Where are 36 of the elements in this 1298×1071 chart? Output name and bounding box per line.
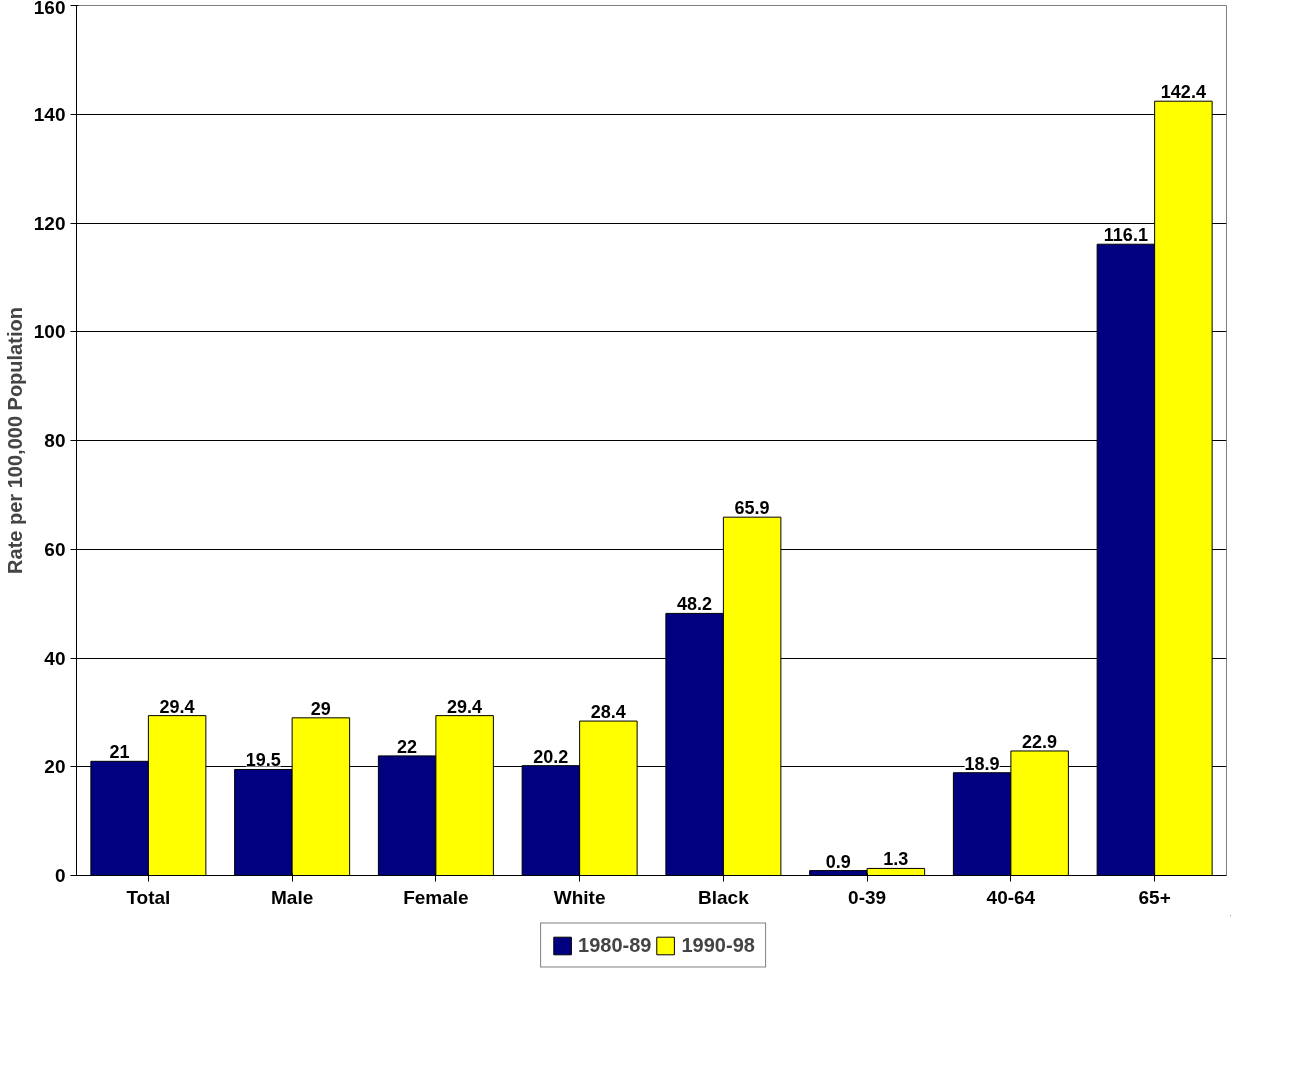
data-label: 18.9: [964, 753, 1000, 774]
data-label: 0.9: [825, 851, 851, 872]
y-tick-label: 100: [33, 321, 66, 343]
y-tick-label: 40: [44, 647, 66, 669]
data-label: 28.4: [590, 702, 626, 723]
y-tick-label: 20: [44, 756, 66, 778]
x-tick-label: Female: [403, 886, 469, 908]
x-tick-label: White: [553, 886, 606, 908]
legend-label: 1980-89: [578, 933, 652, 957]
legend-label: 1990-98: [681, 933, 755, 957]
x-tick-label: Total: [126, 886, 171, 908]
data-label: 29.4: [159, 696, 195, 717]
y-tick-label: 80: [44, 430, 66, 451]
data-label: 22.9: [1022, 731, 1058, 752]
data-label: 21: [109, 742, 130, 763]
y-tick-label: 160: [33, 0, 66, 18]
x-tick-label: 0-39: [848, 886, 887, 908]
data-label: 20.2: [533, 746, 569, 767]
data-label: 142.4: [1160, 82, 1206, 103]
data-label: 19.5: [245, 750, 281, 771]
data-label: 29.4: [447, 696, 483, 717]
x-tick-label: 40-64: [986, 886, 1036, 908]
data-label: 116.1: [1103, 225, 1148, 246]
data-label: 29: [310, 698, 331, 719]
data-label: 22: [397, 736, 418, 757]
y-tick-label: 0: [54, 865, 66, 886]
x-tick-label: Male: [271, 886, 314, 908]
x-tick-label: Black: [698, 886, 750, 908]
y-axis-title: Rate per 100,000 Population: [3, 307, 26, 574]
y-tick-label: 60: [44, 538, 66, 560]
data-label: 48.2: [677, 594, 713, 615]
y-tick-label: 140: [33, 103, 66, 125]
data-label: 1.3: [883, 849, 909, 870]
x-tick-label: 65+: [1138, 886, 1171, 908]
y-tick-label: 120: [33, 212, 66, 234]
data-label: 65.9: [734, 498, 770, 519]
